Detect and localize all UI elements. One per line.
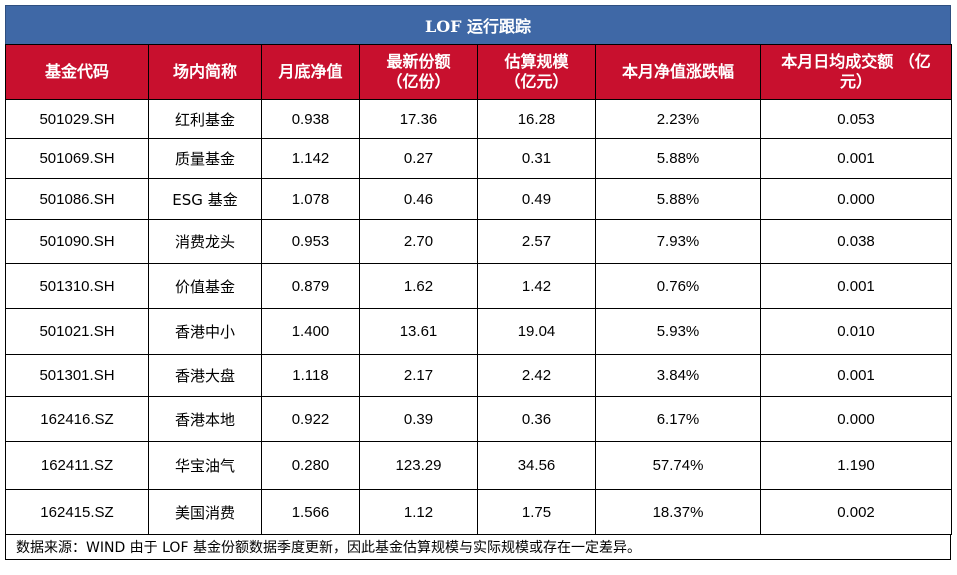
header-code: 基金代码 <box>5 44 149 100</box>
table-row: 501021.SH 香港中小 1.400 13.61 19.04 5.93% 0.010 <box>5 308 952 355</box>
table-cell: 质量基金 <box>148 138 262 179</box>
table-cell: 香港大盘 <box>148 354 262 397</box>
table-cell: 1.190 <box>760 441 952 490</box>
table-cell: 2.17 <box>359 354 478 397</box>
table-row: 501090.SH 消费龙头 0.953 2.70 2.57 7.93% 0.038 <box>5 219 952 264</box>
table-row: 162411.SZ 华宝油气 0.280 123.29 34.56 57.74% 1.190 <box>5 441 952 490</box>
table-cell: 香港本地 <box>148 396 262 442</box>
header-row: 基金代码 场内简称 月底净值 最新份额 （亿份） 估算规模 （亿元） 本月净值涨跌幅… <box>5 44 952 100</box>
table-cell: 0.46 <box>359 178 478 220</box>
table-cell: 501301.SH <box>5 354 149 397</box>
table-cell: 123.29 <box>359 441 478 490</box>
table-cell: 501021.SH <box>5 308 149 355</box>
table-cell: 0.280 <box>261 441 360 490</box>
table-cell: 501090.SH <box>5 219 149 264</box>
table-cell: 红利基金 <box>148 99 262 139</box>
header-name: 场内简称 <box>148 44 262 100</box>
table-cell: 0.001 <box>760 354 952 397</box>
table-row: 501310.SH 价值基金 0.879 1.62 1.42 0.76% 0.001 <box>5 263 952 309</box>
table-cell: 57.74% <box>595 441 761 490</box>
table-cell: 0.053 <box>760 99 952 139</box>
table-cell: 美国消费 <box>148 489 262 535</box>
header-change: 本月净值涨跌幅 <box>595 44 761 100</box>
table-cell: 0.038 <box>760 219 952 264</box>
table-cell: 华宝油气 <box>148 441 262 490</box>
table-cell: 19.04 <box>477 308 596 355</box>
table-cell: 消费龙头 <box>148 219 262 264</box>
table-cell: 0.76% <box>595 263 761 309</box>
table-row: 501086.SH ESG 基金 1.078 0.46 0.49 5.88% 0.000 <box>5 178 952 220</box>
table-row: 501069.SH 质量基金 1.142 0.27 0.31 5.88% 0.001 <box>5 138 952 179</box>
table-cell: 0.002 <box>760 489 952 535</box>
source-note: 数据来源：WIND 由于 LOF 基金份额数据季度更新，因此基金估算规模与实际规… <box>5 535 951 560</box>
table-cell: 2.70 <box>359 219 478 264</box>
table-cell: 1.142 <box>261 138 360 179</box>
table-cell: 6.17% <box>595 396 761 442</box>
table-cell: 0.000 <box>760 178 952 220</box>
table-cell: 501310.SH <box>5 263 149 309</box>
table-cell: 5.88% <box>595 178 761 220</box>
table-row: 162415.SZ 美国消费 1.566 1.12 1.75 18.37% 0.002 <box>5 489 952 535</box>
table-cell: 34.56 <box>477 441 596 490</box>
table-cell: 3.84% <box>595 354 761 397</box>
table-cell: 13.61 <box>359 308 478 355</box>
table-row: 162416.SZ 香港本地 0.922 0.39 0.36 6.17% 0.000 <box>5 396 952 442</box>
header-shares: 最新份额 （亿份） <box>359 44 478 100</box>
table-row: 501029.SH 红利基金 0.938 17.36 16.28 2.23% 0.053 <box>5 99 952 139</box>
table-cell: 1.42 <box>477 263 596 309</box>
table-cell: 0.000 <box>760 396 952 442</box>
table-cell: 0.938 <box>261 99 360 139</box>
header-nav: 月底净值 <box>261 44 360 100</box>
header-turnover: 本月日均成交额 （亿 元） <box>760 44 952 100</box>
table-cell: 1.12 <box>359 489 478 535</box>
table-cell: 162415.SZ <box>5 489 149 535</box>
table-cell: 5.93% <box>595 308 761 355</box>
table-cell: 501029.SH <box>5 99 149 139</box>
table-cell: 香港中小 <box>148 308 262 355</box>
table-cell: 价值基金 <box>148 263 262 309</box>
header-scale: 估算规模 （亿元） <box>477 44 596 100</box>
table-cell: 0.27 <box>359 138 478 179</box>
table-cell: 501069.SH <box>5 138 149 179</box>
table-cell: 0.001 <box>760 138 952 179</box>
table-cell: 1.400 <box>261 308 360 355</box>
table-cell: 2.57 <box>477 219 596 264</box>
table-cell: 16.28 <box>477 99 596 139</box>
table-cell: 2.23% <box>595 99 761 139</box>
table-cell: 18.37% <box>595 489 761 535</box>
table-cell: 1.566 <box>261 489 360 535</box>
table-cell: 0.31 <box>477 138 596 179</box>
table-cell: 0.922 <box>261 396 360 442</box>
table-cell: 1.118 <box>261 354 360 397</box>
table-cell: 7.93% <box>595 219 761 264</box>
table-cell: 0.953 <box>261 219 360 264</box>
table-cell: 162416.SZ <box>5 396 149 442</box>
table-cell: 0.49 <box>477 178 596 220</box>
table-cell: 0.001 <box>760 263 952 309</box>
table-cell: 2.42 <box>477 354 596 397</box>
table-cell: 501086.SH <box>5 178 149 220</box>
table-title: LOF 运行跟踪 <box>5 5 951 44</box>
table-row: 501301.SH 香港大盘 1.118 2.17 2.42 3.84% 0.001 <box>5 354 952 397</box>
table-cell: 5.88% <box>595 138 761 179</box>
table-cell: 1.75 <box>477 489 596 535</box>
lof-tracking-table: LOF 运行跟踪 基金代码 场内简称 月底净值 最新份额 （亿份） 估算规模 （亿元… <box>5 5 952 560</box>
table-cell: 0.36 <box>477 396 596 442</box>
table-cell: 1.078 <box>261 178 360 220</box>
table-cell: 0.879 <box>261 263 360 309</box>
table-cell: 17.36 <box>359 99 478 139</box>
table-cell: 162411.SZ <box>5 441 149 490</box>
table-cell: ESG 基金 <box>148 178 262 220</box>
table-cell: 1.62 <box>359 263 478 309</box>
table-cell: 0.39 <box>359 396 478 442</box>
table-cell: 0.010 <box>760 308 952 355</box>
data-table: 基金代码 场内简称 月底净值 最新份额 （亿份） 估算规模 （亿元） 本月净值涨跌幅… <box>5 44 952 535</box>
